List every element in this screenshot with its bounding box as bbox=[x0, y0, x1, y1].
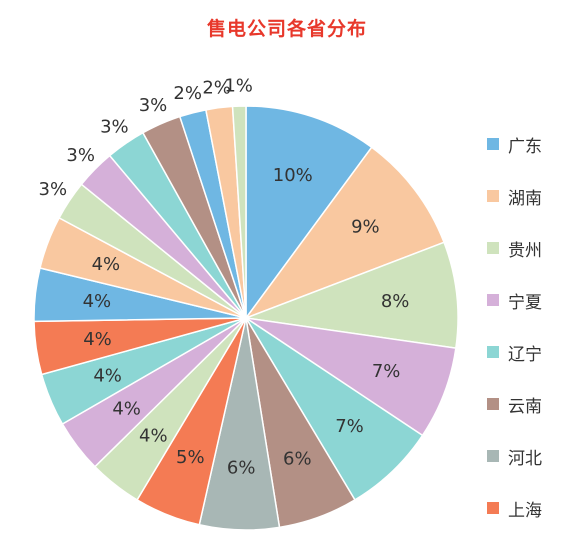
legend-swatch bbox=[487, 242, 499, 254]
legend-label: 宁夏 bbox=[508, 292, 542, 313]
legend-label: 广东 bbox=[508, 136, 542, 157]
legend-label: 上海 bbox=[508, 500, 542, 521]
slice-label-14: 4% bbox=[92, 254, 121, 275]
slice-label-11: 4% bbox=[93, 366, 122, 387]
legend-label: 河北 bbox=[508, 448, 542, 469]
pie-slice-3 bbox=[243, 241, 459, 350]
legend-swatch bbox=[487, 294, 499, 306]
slice-label-16: 3% bbox=[66, 145, 95, 166]
pie-slices bbox=[33, 105, 459, 531]
slice-label-18: 3% bbox=[139, 95, 168, 116]
legend-swatch bbox=[487, 346, 499, 358]
slice-label-10: 4% bbox=[112, 398, 141, 419]
slice-label-21: 1% bbox=[224, 76, 253, 97]
legend-label: 云南 bbox=[508, 396, 542, 417]
slice-label-20: 2% bbox=[202, 77, 231, 98]
slice-label-15: 3% bbox=[39, 179, 68, 200]
legend-item-8: 上海 bbox=[487, 482, 542, 534]
legend-item-5: 辽宁 bbox=[487, 326, 542, 378]
slice-label-6: 6% bbox=[283, 449, 312, 470]
slice-label-8: 5% bbox=[176, 447, 205, 468]
legend-swatch bbox=[487, 138, 499, 150]
pie-slice-21 bbox=[231, 105, 247, 319]
slice-label-2: 9% bbox=[351, 217, 380, 238]
legend-swatch bbox=[487, 398, 499, 410]
slice-label-7: 6% bbox=[227, 457, 256, 478]
slice-label-5: 7% bbox=[335, 416, 364, 437]
legend-swatch bbox=[487, 450, 499, 462]
legend-label: 湖南 bbox=[508, 188, 542, 209]
slice-label-12: 4% bbox=[83, 329, 112, 350]
slice-label-3: 8% bbox=[381, 291, 410, 312]
pie-slice-1 bbox=[245, 105, 373, 321]
legend-item-3: 贵州 bbox=[487, 222, 542, 274]
legend-label: 辽宁 bbox=[508, 344, 542, 365]
slice-label-1: 10% bbox=[273, 165, 313, 186]
slice-label-4: 7% bbox=[372, 361, 401, 382]
legend: 广东湖南贵州宁夏辽宁云南河北上海 bbox=[487, 118, 542, 534]
legend-item-4: 宁夏 bbox=[487, 274, 542, 326]
slice-label-17: 3% bbox=[100, 116, 129, 137]
slice-labels: 10%9%8%7%7%6%6%5%4%4%4%4%4%4%3%3%3%3%2% 2… bbox=[39, 76, 410, 479]
legend-label: 贵州 bbox=[508, 240, 542, 261]
legend-item-1: 广东 bbox=[487, 118, 542, 170]
slice-label-13: 4% bbox=[83, 291, 112, 312]
legend-item-6: 云南 bbox=[487, 378, 542, 430]
slice-label-9: 4% bbox=[139, 425, 168, 446]
chart-title: 售电公司各省分布 bbox=[206, 18, 367, 40]
legend-item-2: 湖南 bbox=[487, 170, 542, 222]
slice-label-19: 2% bbox=[173, 83, 202, 104]
legend-item-7: 河北 bbox=[487, 430, 542, 482]
legend-swatch bbox=[487, 190, 499, 202]
legend-swatch bbox=[487, 502, 499, 514]
pie-slice-2 bbox=[243, 146, 446, 320]
